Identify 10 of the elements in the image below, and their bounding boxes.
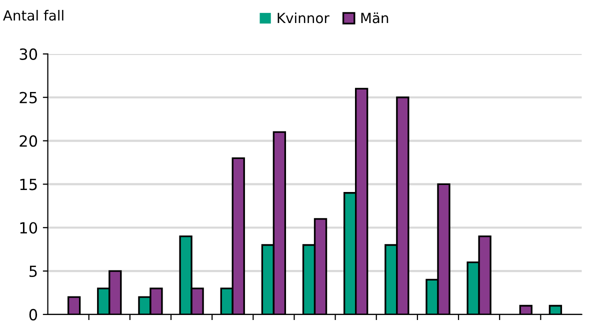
y-tick-label: 15 bbox=[20, 178, 37, 190]
legend-label: Kvinnor bbox=[278, 12, 330, 24]
y-tick-label: 10 bbox=[20, 222, 38, 234]
y-tick-label: 30 bbox=[20, 48, 38, 60]
y-tick-label: 25 bbox=[20, 92, 37, 104]
y-tick-label: 5 bbox=[30, 266, 37, 278]
legend-label: Män bbox=[361, 12, 388, 24]
y-tick-label: 20 bbox=[20, 135, 38, 147]
y-tick-label: 0 bbox=[29, 308, 38, 320]
y-axis-title: Antal fall bbox=[3, 10, 64, 21]
